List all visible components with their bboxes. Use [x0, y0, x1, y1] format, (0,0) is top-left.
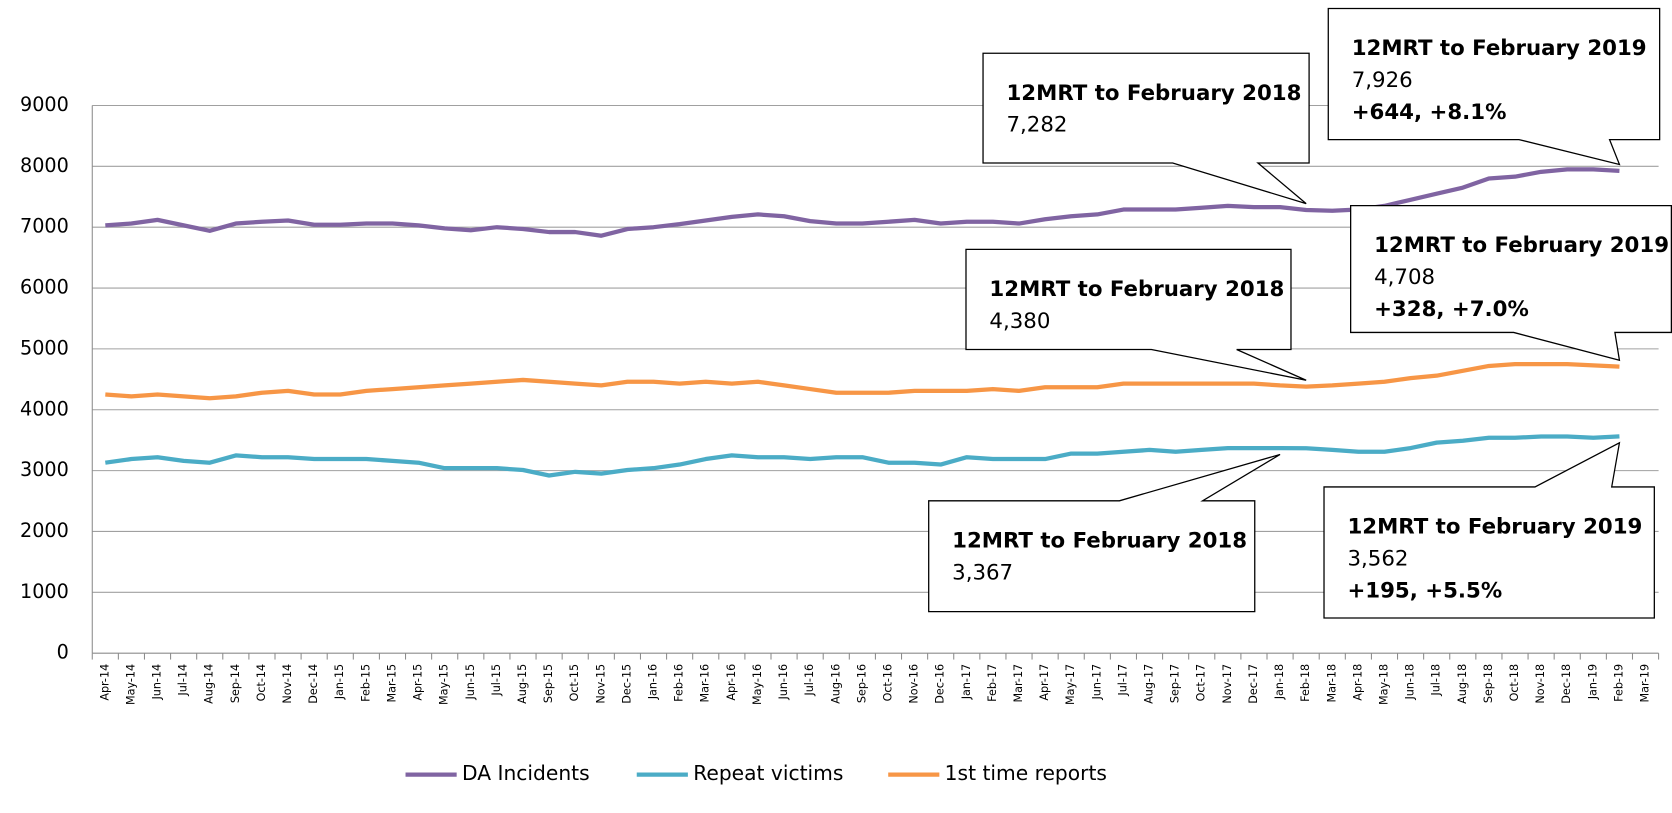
callout-change: +328, +7.0%: [1374, 297, 1529, 322]
x-tick-label: Jun-15: [464, 664, 477, 701]
x-tick-label: Apr-17: [1038, 664, 1051, 701]
y-tick-label: 7000: [20, 215, 69, 238]
x-tick-label: Jan-19: [1586, 664, 1599, 700]
series-line: [105, 434, 1620, 478]
x-tick-label: May-15: [438, 664, 451, 705]
callout-change: +644, +8.1%: [1352, 100, 1507, 125]
y-tick-label: 9000: [20, 93, 69, 116]
x-tick-label: Oct-18: [1508, 664, 1521, 702]
y-tick-label: 1000: [20, 580, 69, 603]
x-tick-label: Jul-14: [177, 664, 190, 697]
y-tick-label: 6000: [20, 276, 69, 299]
x-tick-label: Aug-15: [516, 664, 529, 704]
x-tick-label: Aug-17: [1143, 664, 1156, 704]
x-tick-label: Nov-18: [1534, 664, 1547, 704]
callout-value: 3,562: [1347, 546, 1408, 571]
x-tick-label: Dec-15: [620, 664, 633, 704]
callout-box: [1323, 441, 1655, 619]
x-tick-label: Nov-14: [281, 664, 294, 704]
x-tick-label: Jun-18: [1404, 664, 1417, 701]
x-tick-label: Oct-17: [1195, 664, 1208, 702]
callout-value: 3,367: [952, 560, 1013, 585]
callout-value: 4,380: [989, 309, 1050, 334]
x-tick-label: Mar-18: [1325, 664, 1338, 703]
x-tick-label: May-17: [1064, 664, 1077, 705]
x-tick-label: Feb-17: [986, 664, 999, 702]
x-tick-label: Jun-17: [1090, 664, 1103, 701]
x-tick-label: Jan-16: [647, 664, 660, 700]
x-tick-label: Jul-18: [1430, 664, 1443, 697]
y-tick-label: 0: [57, 641, 69, 664]
legend-label: Repeat victims: [693, 761, 843, 785]
y-tick-label: 2000: [20, 519, 69, 542]
x-tick-label: Jun-14: [151, 664, 164, 701]
x-tick-label: Jan-17: [960, 664, 973, 700]
x-tick-label: Oct-15: [568, 664, 581, 702]
callout-box: [1327, 7, 1661, 166]
x-tick-label: Dec-17: [1247, 664, 1260, 704]
series-line: [105, 361, 1620, 401]
x-tick-label: Sep-15: [542, 664, 555, 703]
x-tick-label: Oct-16: [881, 664, 894, 702]
x-tick-label: Mar-19: [1639, 664, 1652, 703]
x-tick-label: Feb-19: [1612, 664, 1625, 702]
x-tick-label: Aug-14: [203, 664, 216, 704]
callout-title: 12MRT to February 2019: [1352, 36, 1647, 61]
y-tick-label: 5000: [20, 336, 69, 359]
legend-label: 1st time reports: [945, 761, 1107, 785]
x-tick-label: Nov-15: [594, 664, 607, 704]
callout-value: 4,708: [1374, 265, 1435, 290]
callout-box: [1350, 205, 1672, 362]
x-tick-label: Nov-16: [908, 664, 921, 704]
x-tick-label: Jul-16: [803, 664, 816, 697]
x-tick-label: Dec-16: [934, 664, 947, 704]
x-tick-label: Feb-18: [1299, 664, 1312, 702]
x-tick-label: Aug-16: [829, 664, 842, 704]
callout-title: 12MRT to February 2018: [1006, 81, 1301, 106]
x-tick-label: Oct-14: [255, 664, 268, 702]
x-tick-label: Feb-15: [359, 664, 372, 702]
x-tick-label: Mar-15: [385, 664, 398, 703]
x-tick-label: Jan-15: [333, 664, 346, 700]
callout-box: [982, 52, 1310, 205]
callout-change: +195, +5.5%: [1347, 578, 1502, 603]
x-tick-label: Sep-14: [229, 664, 242, 703]
callout-title: 12MRT to February 2018: [952, 528, 1247, 553]
x-tick-label: Sep-16: [855, 664, 868, 703]
callout-title: 12MRT to February 2019: [1347, 514, 1642, 539]
x-tick-label: Apr-15: [412, 664, 425, 701]
x-tick-label: Mar-16: [699, 664, 712, 703]
x-tick-label: Sep-17: [1169, 664, 1182, 703]
x-tick-label: Nov-17: [1221, 664, 1234, 704]
x-tick-label: May-14: [124, 664, 137, 705]
callout-value: 7,926: [1352, 68, 1413, 93]
y-tick-label: 8000: [20, 154, 69, 177]
callout-box: [928, 453, 1281, 613]
y-tick-label: 3000: [20, 458, 69, 481]
x-tick-label: Jul-15: [490, 664, 503, 697]
x-tick-label: Jul-17: [1116, 664, 1129, 697]
x-tick-label: May-18: [1377, 664, 1390, 705]
legend-label: DA Incidents: [462, 761, 590, 785]
x-tick-label: Apr-16: [725, 664, 738, 701]
callout-title: 12MRT to February 2019: [1374, 233, 1669, 258]
x-tick-label: Apr-14: [98, 664, 111, 701]
x-tick-label: Apr-18: [1351, 664, 1364, 701]
x-tick-label: Dec-14: [307, 664, 320, 704]
callout-title: 12MRT to February 2018: [989, 277, 1284, 302]
x-tick-label: May-16: [751, 664, 764, 705]
x-tick-label: Dec-18: [1560, 664, 1573, 704]
callout-box: [965, 248, 1307, 381]
x-tick-label: Feb-16: [673, 664, 686, 702]
callout-value: 7,282: [1006, 113, 1067, 138]
x-tick-label: Sep-18: [1482, 664, 1495, 703]
x-tick-label: Jun-16: [777, 664, 790, 701]
x-tick-label: Aug-18: [1456, 664, 1469, 704]
x-tick-label: Jan-18: [1273, 664, 1286, 700]
y-tick-label: 4000: [20, 397, 69, 420]
x-tick-label: Mar-17: [1012, 664, 1025, 703]
